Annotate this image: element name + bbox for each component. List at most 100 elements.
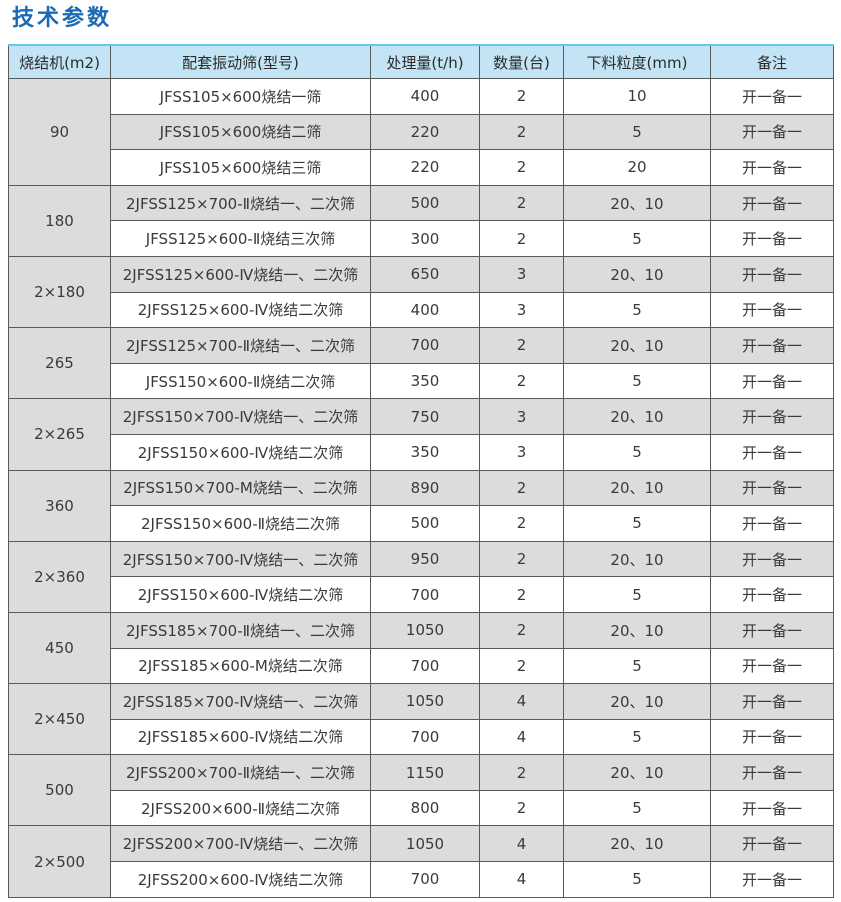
capacity-cell: 700 — [370, 327, 480, 364]
quantity-cell: 2 — [479, 327, 564, 364]
model-cell: 2JFSS185×700-Ⅱ烧结一、二次筛 — [110, 611, 371, 649]
note-cell: 开一备一 — [710, 505, 834, 542]
capacity-cell: 500 — [370, 505, 480, 542]
capacity-cell: 650 — [370, 255, 480, 293]
model-cell: 2JFSS150×700-M烧结一、二次筛 — [110, 469, 371, 507]
table-row: 2×360 2JFSS150×700-Ⅳ烧结一、二次筛 950 2 20、10 开一备一 — [8, 540, 834, 613]
quantity-cell: 2 — [479, 540, 564, 578]
column-header-particle-size: 下料粒度(mm) — [563, 44, 711, 79]
note-cell: 开一备一 — [710, 433, 834, 471]
page-title: 技术参数 — [12, 6, 113, 31]
table-row: 2JFSS185×600-Ⅳ烧结二次筛 700 4 5 开一备一 — [9, 718, 834, 756]
capacity-cell: 890 — [370, 469, 480, 507]
particle-size-cell: 20、10 — [563, 611, 711, 649]
machine-cell: 2×265 — [8, 398, 111, 471]
particle-size-cell: 20、10 — [563, 754, 711, 791]
table-row: 500 2JFSS200×700-Ⅱ烧结一、二次筛 1150 2 20、10 开一备一 — [8, 754, 834, 827]
quantity-cell: 2 — [479, 469, 564, 507]
particle-size-cell: 5 — [563, 647, 711, 685]
particle-size-cell: 5 — [563, 362, 711, 400]
column-header-capacity: 处理量(t/h) — [370, 44, 480, 79]
table-row: 450 2JFSS185×700-Ⅱ烧结一、二次筛 1050 2 20、10 开一备一 — [8, 611, 834, 685]
quantity-cell: 4 — [479, 825, 564, 863]
capacity-cell: 400 — [370, 291, 480, 329]
particle-size-cell: 20、10 — [563, 469, 711, 507]
quantity-cell: 4 — [479, 718, 564, 756]
particle-size-cell: 5 — [563, 505, 711, 542]
table-row: 2×450 2JFSS185×700-Ⅳ烧结一、二次筛 1050 4 20、10 开一备一 — [8, 683, 834, 756]
machine-cell: 2×450 — [8, 683, 111, 756]
note-cell: 开一备一 — [710, 220, 834, 257]
particle-size-cell: 20、10 — [563, 540, 711, 578]
capacity-cell: 1050 — [370, 683, 480, 720]
quantity-cell: 2 — [479, 754, 564, 791]
machine-cell: 450 — [8, 611, 111, 685]
capacity-cell: 1050 — [370, 825, 480, 863]
note-cell: 开一备一 — [710, 291, 834, 329]
note-cell: 开一备一 — [710, 469, 834, 507]
column-header-quantity: 数量(台) — [479, 44, 564, 79]
particle-size-cell: 20、10 — [563, 255, 711, 293]
capacity-cell: 750 — [370, 398, 480, 435]
quantity-cell: 3 — [479, 433, 564, 471]
capacity-cell: 350 — [370, 362, 480, 400]
parameters-table: 烧结机(m2) 配套振动筛(型号) 处理量(t/h) 数量(台) 下料粒度(mm… — [8, 44, 834, 898]
header-row: 烧结机(m2) 配套振动筛(型号) 处理量(t/h) 数量(台) 下料粒度(mm… — [8, 44, 834, 79]
note-cell: 开一备一 — [710, 647, 834, 685]
table-row: 180 2JFSS125×700-Ⅱ烧结一、二次筛 500 2 20、10 开一备一 — [8, 184, 834, 257]
quantity-cell: 4 — [479, 683, 564, 720]
capacity-cell: 350 — [370, 433, 480, 471]
table-row: 2×500 2JFSS200×700-Ⅳ烧结一、二次筛 1050 4 20、10 开一备一 — [8, 825, 834, 898]
model-cell: JFSS125×600-Ⅱ烧结三次筛 — [110, 220, 371, 257]
machine-cell: 360 — [8, 469, 111, 542]
quantity-cell: 2 — [479, 611, 564, 649]
quantity-cell: 2 — [479, 505, 564, 542]
note-cell: 开一备一 — [710, 754, 834, 791]
model-cell: 2JFSS125×600-Ⅳ烧结一、二次筛 — [110, 255, 371, 293]
model-cell: 2JFSS150×600-Ⅳ烧结二次筛 — [110, 576, 371, 613]
column-header-model: 配套振动筛(型号) — [110, 44, 371, 79]
quantity-cell: 2 — [479, 113, 564, 151]
particle-size-cell: 5 — [563, 718, 711, 756]
table-row: JFSS125×600-Ⅱ烧结三次筛 300 2 5 开一备一 — [9, 220, 834, 257]
model-cell: 2JFSS200×700-Ⅳ烧结一、二次筛 — [110, 825, 371, 863]
quantity-cell: 3 — [479, 398, 564, 435]
machine-cell: 180 — [8, 184, 111, 257]
capacity-cell: 500 — [370, 184, 480, 222]
capacity-cell: 700 — [370, 718, 480, 756]
model-cell: 2JFSS150×600-Ⅱ烧结二次筛 — [110, 505, 371, 542]
capacity-cell: 220 — [370, 149, 480, 186]
table-row: 2JFSS125×600-Ⅳ烧结二次筛 400 3 5 开一备一 — [9, 291, 834, 329]
quantity-cell: 2 — [479, 78, 564, 115]
quantity-cell: 2 — [479, 789, 564, 827]
table-row: 2JFSS185×600-M烧结二次筛 700 2 5 开一备一 — [9, 647, 834, 685]
particle-size-cell: 5 — [563, 220, 711, 257]
model-cell: 2JFSS150×700-Ⅳ烧结一、二次筛 — [110, 540, 371, 578]
particle-size-cell: 5 — [563, 576, 711, 613]
model-cell: 2JFSS125×700-Ⅱ烧结一、二次筛 — [110, 327, 371, 364]
capacity-cell: 220 — [370, 113, 480, 151]
capacity-cell: 950 — [370, 540, 480, 578]
table-row: 2×265 2JFSS150×700-Ⅳ烧结一、二次筛 750 3 20、10 开一备一 — [8, 398, 834, 471]
note-cell: 开一备一 — [710, 718, 834, 756]
machine-cell: 2×360 — [8, 540, 111, 613]
note-cell: 开一备一 — [710, 327, 834, 364]
table-row: 360 2JFSS150×700-M烧结一、二次筛 890 2 20、10 开一备一 — [8, 469, 834, 542]
particle-size-cell: 20、10 — [563, 184, 711, 222]
note-cell: 开一备一 — [710, 789, 834, 827]
table-row: JFSS150×600-Ⅱ烧结二次筛 350 2 5 开一备一 — [9, 362, 834, 400]
model-cell: 2JFSS125×700-Ⅱ烧结一、二次筛 — [110, 184, 371, 222]
note-cell: 开一备一 — [710, 78, 834, 115]
note-cell: 开一备一 — [710, 184, 834, 222]
model-cell: 2JFSS150×700-Ⅳ烧结一、二次筛 — [110, 398, 371, 435]
note-cell: 开一备一 — [710, 149, 834, 186]
particle-size-cell: 20、10 — [563, 398, 711, 435]
table-row: 2JFSS150×600-Ⅱ烧结二次筛 500 2 5 开一备一 — [9, 505, 834, 542]
column-header-note: 备注 — [710, 44, 834, 79]
quantity-cell: 2 — [479, 647, 564, 685]
note-cell: 开一备一 — [710, 362, 834, 400]
table-row: 265 2JFSS125×700-Ⅱ烧结一、二次筛 700 2 20、10 开一备一 — [8, 327, 834, 400]
column-header-machine: 烧结机(m2) — [8, 44, 111, 79]
model-cell: JFSS105×600烧结一筛 — [110, 78, 371, 115]
